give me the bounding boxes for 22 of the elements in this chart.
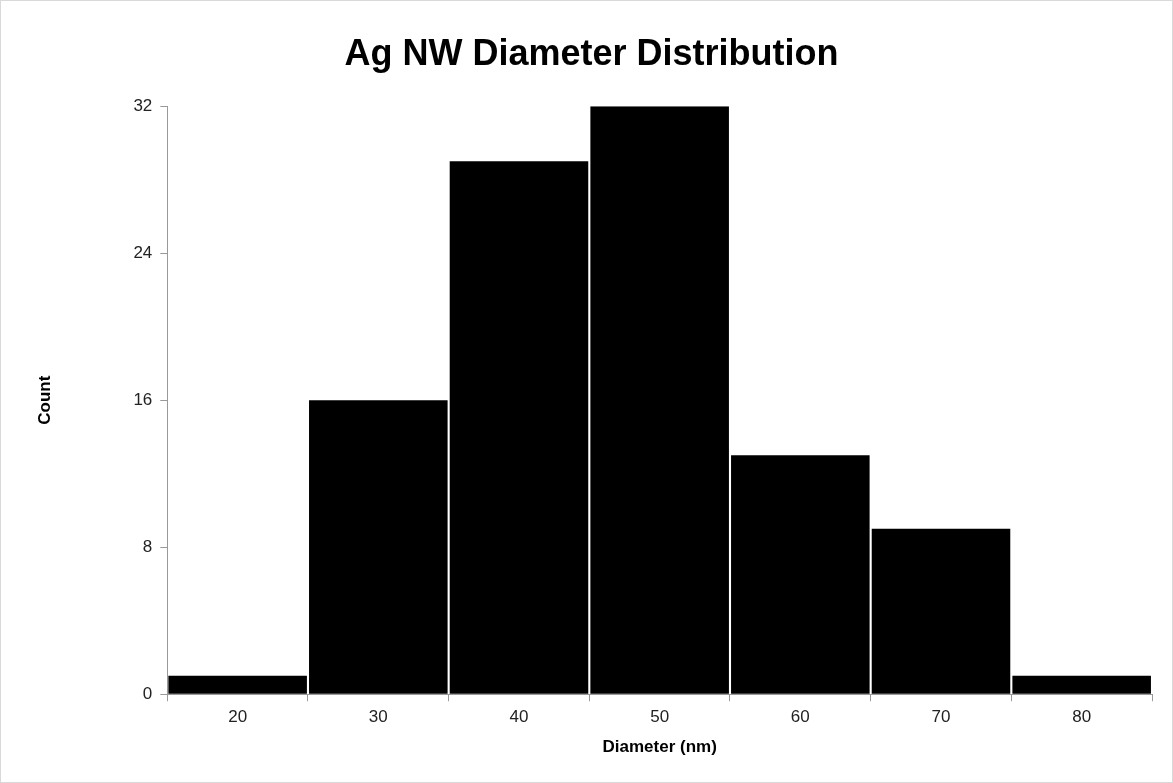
- y-axis-title: Count: [34, 375, 54, 425]
- x-tick-label: 50: [650, 707, 670, 727]
- bar: [1012, 675, 1151, 694]
- chart-title: Ag NW Diameter Distribution: [344, 31, 839, 73]
- bar: [590, 106, 729, 694]
- bar: [168, 675, 307, 694]
- x-tick-label: 20: [228, 707, 248, 727]
- bar: [309, 400, 448, 694]
- x-tick-label: 70: [931, 707, 951, 727]
- x-tick-label: 30: [368, 707, 388, 727]
- bar: [731, 455, 870, 694]
- y-tick-label: 32: [133, 95, 153, 115]
- y-tick-label: 8: [142, 536, 153, 556]
- x-tick-label: 40: [509, 707, 529, 727]
- y-tick-label: 16: [133, 389, 153, 409]
- y-tick-label: 24: [133, 242, 153, 262]
- x-tick-label: 60: [790, 707, 810, 727]
- bar: [449, 161, 589, 694]
- x-tick-label: 80: [1072, 707, 1092, 727]
- y-tick-label: 0: [142, 683, 153, 703]
- bar: [871, 528, 1011, 694]
- x-axis-title: Diameter (nm): [602, 737, 717, 757]
